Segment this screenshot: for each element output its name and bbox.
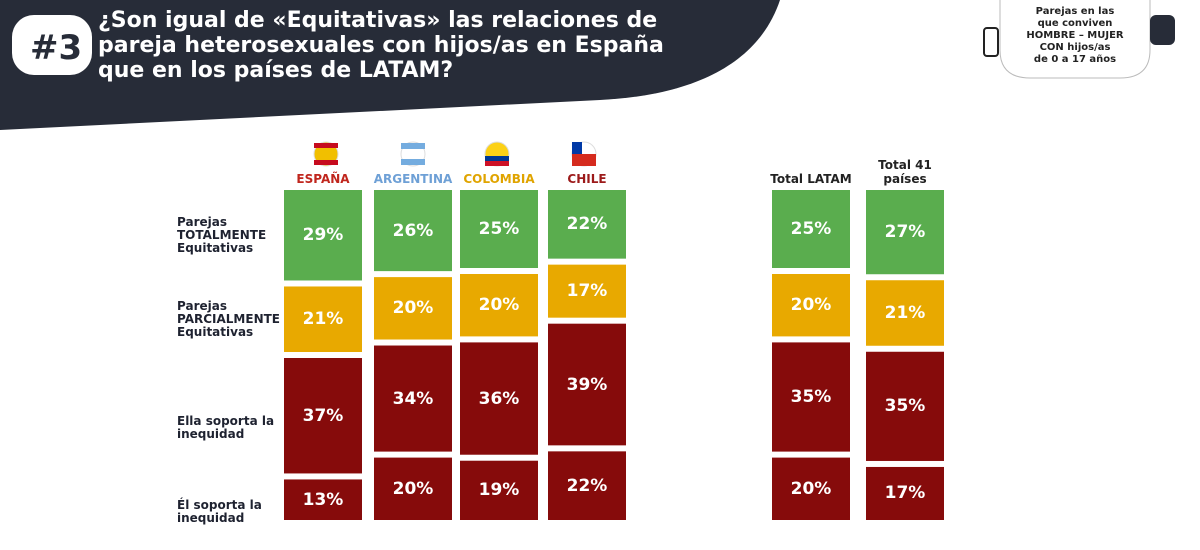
value-label: 26% — [392, 220, 434, 241]
bar-segment — [866, 280, 944, 346]
badge-bg — [12, 15, 92, 75]
series-label: Parejas PARCIALMENTE Equitativas — [177, 298, 280, 339]
value-label: 22% — [566, 214, 608, 235]
header-band — [0, 0, 780, 130]
bar-segment — [460, 460, 538, 520]
note-tab — [1150, 15, 1175, 45]
bar-segment — [284, 479, 362, 520]
category-label: CHILE — [567, 172, 607, 186]
bar-segment — [460, 190, 538, 268]
bar-segment — [772, 457, 850, 520]
value-label: 20% — [478, 295, 520, 316]
bottle-icon — [983, 27, 999, 57]
value-label: 21% — [302, 309, 344, 330]
badge: #3 — [30, 28, 83, 68]
series-label: Ella soporta la inequidad — [177, 413, 275, 441]
value-label: 36% — [478, 388, 520, 409]
category-label: COLOMBIA — [463, 172, 535, 186]
value-label: 37% — [302, 405, 344, 426]
value-label: 27% — [884, 222, 926, 243]
value-label: 19% — [478, 480, 520, 501]
value-label: 35% — [884, 396, 926, 417]
bar-segment — [284, 190, 362, 281]
series-label: Él soporta la inequidad — [177, 497, 262, 525]
category-label: ESPAÑA — [296, 172, 350, 186]
bar-segment — [772, 190, 850, 268]
category-label: Total LATAM — [770, 172, 852, 186]
bar-segment — [374, 190, 452, 272]
bar-segment — [284, 286, 362, 352]
value-label: 17% — [884, 483, 926, 504]
flags — [313, 141, 597, 167]
value-label: 20% — [790, 295, 832, 316]
note-line: de 0 a 17 años — [1033, 54, 1117, 65]
note-line: CON hijos/as — [1039, 42, 1111, 53]
bar-segment — [548, 323, 626, 446]
bar-segment — [866, 190, 944, 275]
bar-segment — [460, 342, 538, 455]
note-box — [999, 0, 1151, 79]
category-label: ARGENTINA — [373, 172, 453, 186]
value-label: 22% — [566, 475, 608, 496]
value-label: 25% — [790, 219, 832, 239]
value-label: 20% — [790, 478, 832, 499]
value-label: 34% — [392, 388, 434, 409]
bar-segment — [374, 457, 452, 520]
bar-segment — [374, 277, 452, 340]
value-label: 39% — [566, 374, 608, 395]
bar-segment — [772, 342, 850, 452]
category-label: Total 41 países — [878, 158, 932, 186]
value-label: 21% — [884, 303, 926, 323]
value-label: 17% — [566, 281, 608, 302]
value-label: 20% — [392, 478, 434, 499]
bar-segment — [772, 274, 850, 337]
title-line: que en los países de LATAM? — [98, 58, 454, 83]
title-line: pareja heterosexuales con hijos/as en Es… — [98, 33, 664, 58]
bar-segment — [548, 264, 626, 318]
note-line: Parejas en las — [1035, 6, 1115, 17]
value-label: 35% — [790, 387, 832, 407]
series-label: Parejas TOTALMENTE Equitativas — [177, 214, 267, 255]
bar-segment — [866, 466, 944, 520]
bar-segment — [460, 274, 538, 337]
value-label: 29% — [302, 225, 344, 246]
bar-segment — [284, 358, 362, 474]
bar-segment — [548, 190, 626, 259]
bar-segment — [548, 451, 626, 520]
value-label: 25% — [478, 219, 520, 239]
note-line: HOMBRE – MUJER — [1026, 30, 1124, 41]
bar-segment — [374, 345, 452, 452]
bar-segment — [866, 351, 944, 461]
title-line: ¿Son igual de «Equitativas» las relacion… — [98, 8, 658, 33]
value-label: 13% — [302, 489, 344, 510]
value-label: 20% — [392, 298, 434, 319]
note-line: que conviven — [1037, 18, 1113, 29]
